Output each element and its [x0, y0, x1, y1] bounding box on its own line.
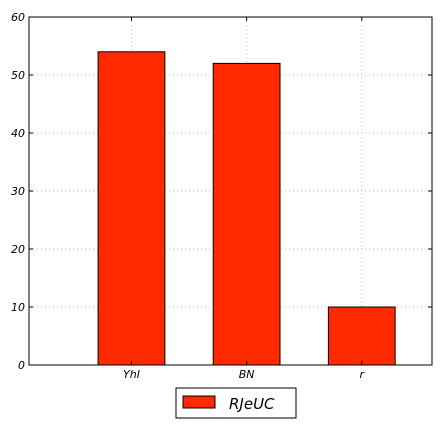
y-tick-label: 60 [11, 11, 25, 24]
bars [97, 51, 396, 366]
y-tick-label: 40 [11, 127, 25, 140]
x-tick-label: r [359, 368, 365, 381]
bar-r [327, 306, 396, 366]
legend-swatch [182, 395, 216, 409]
y-tick-label: 30 [11, 185, 25, 198]
bar-YhI [97, 51, 166, 366]
y-tick-label: 50 [11, 69, 25, 82]
x-tick-label: YhI [123, 368, 140, 381]
bar-BN [212, 62, 281, 366]
y-tick-label: 10 [11, 301, 25, 314]
axis-ticks: 0 10 20 30 40 50 60 YhI BN r [11, 11, 432, 381]
y-tick-label: 20 [11, 243, 25, 256]
legend: RJeUC [175, 387, 297, 419]
legend-box [175, 387, 297, 419]
legend-label: RJeUC [229, 395, 275, 413]
x-tick-label: BN [239, 368, 255, 381]
y-tick-label: 0 [18, 359, 25, 372]
